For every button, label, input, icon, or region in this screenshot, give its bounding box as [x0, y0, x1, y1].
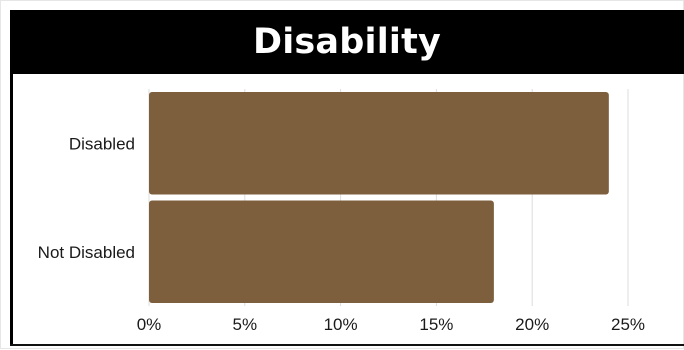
bar-disabled — [149, 92, 609, 195]
bar-not-disabled — [149, 200, 494, 303]
x-tick-label: 15% — [419, 315, 453, 334]
chart-title: Disability — [252, 22, 442, 62]
x-tick-labels: 0% 5% 10% 15% 20% 25% — [137, 315, 645, 334]
category-labels: Disabled Not Disabled — [38, 134, 135, 262]
category-label: Not Disabled — [38, 243, 135, 262]
x-tick-label: 0% — [137, 315, 162, 334]
x-tick-label: 25% — [611, 315, 645, 334]
category-label: Disabled — [69, 134, 135, 153]
x-tick-label: 10% — [324, 315, 358, 334]
title-band: Disability — [10, 10, 684, 74]
left-border — [10, 10, 13, 344]
x-tick-label: 20% — [515, 315, 549, 334]
bottom-border — [10, 344, 684, 346]
x-tick-label: 5% — [233, 315, 258, 334]
bars — [149, 92, 609, 303]
